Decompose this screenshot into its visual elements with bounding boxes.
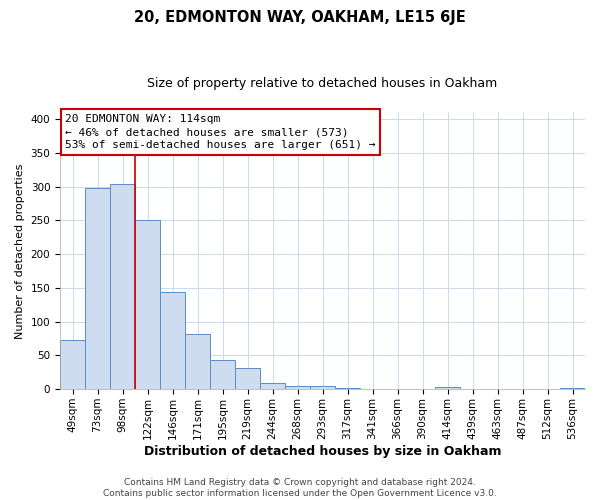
- Bar: [435, 387, 460, 389]
- Y-axis label: Number of detached properties: Number of detached properties: [15, 163, 25, 338]
- Bar: [85, 188, 110, 389]
- Text: Contains HM Land Registry data © Crown copyright and database right 2024.
Contai: Contains HM Land Registry data © Crown c…: [103, 478, 497, 498]
- Bar: [60, 340, 85, 389]
- Bar: [260, 383, 285, 389]
- Text: 20 EDMONTON WAY: 114sqm
← 46% of detached houses are smaller (573)
53% of semi-d: 20 EDMONTON WAY: 114sqm ← 46% of detache…: [65, 114, 376, 150]
- Bar: [335, 388, 360, 389]
- Bar: [110, 184, 135, 389]
- Bar: [185, 334, 210, 389]
- Bar: [135, 220, 160, 389]
- Bar: [310, 386, 335, 389]
- X-axis label: Distribution of detached houses by size in Oakham: Distribution of detached houses by size …: [144, 444, 501, 458]
- Bar: [210, 360, 235, 389]
- Text: 20, EDMONTON WAY, OAKHAM, LE15 6JE: 20, EDMONTON WAY, OAKHAM, LE15 6JE: [134, 10, 466, 25]
- Bar: [285, 386, 310, 389]
- Title: Size of property relative to detached houses in Oakham: Size of property relative to detached ho…: [148, 78, 497, 90]
- Bar: [560, 388, 585, 389]
- Bar: [160, 292, 185, 389]
- Bar: [235, 368, 260, 389]
